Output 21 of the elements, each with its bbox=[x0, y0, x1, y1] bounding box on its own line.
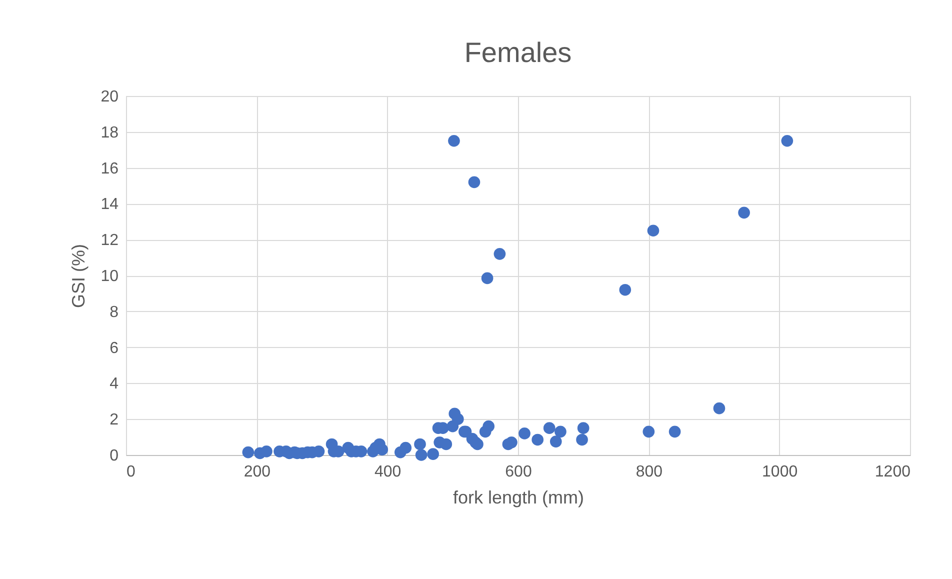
y-tick-label: 4 bbox=[110, 376, 119, 393]
y-tick-label: 0 bbox=[110, 448, 119, 464]
x-tick-label: 200 bbox=[244, 464, 271, 480]
y-tick-label: 8 bbox=[110, 304, 119, 321]
y-tick-label: 16 bbox=[100, 160, 119, 178]
y-tick-label: 6 bbox=[110, 340, 119, 357]
x-tick-label: 800 bbox=[636, 464, 663, 480]
x-tick-label: 600 bbox=[505, 464, 532, 480]
y-tick-label: 10 bbox=[100, 268, 119, 285]
y-tick-label: 14 bbox=[100, 196, 119, 214]
y-tick-label: 20 bbox=[100, 88, 119, 106]
chart-title: Females bbox=[464, 37, 572, 68]
x-tick-label: 1000 bbox=[762, 464, 798, 480]
y-tick-label: 18 bbox=[100, 124, 119, 142]
x-tick-label: 1200 bbox=[874, 464, 911, 480]
y-tick-label: 2 bbox=[110, 412, 119, 429]
x-tick-label: 400 bbox=[374, 464, 402, 480]
x-tick-label: 0 bbox=[126, 464, 136, 480]
y-axis-title: GSI (%) bbox=[68, 244, 89, 308]
y-tick-label: 12 bbox=[100, 232, 119, 250]
x-axis-title: fork length (mm) bbox=[452, 488, 584, 508]
